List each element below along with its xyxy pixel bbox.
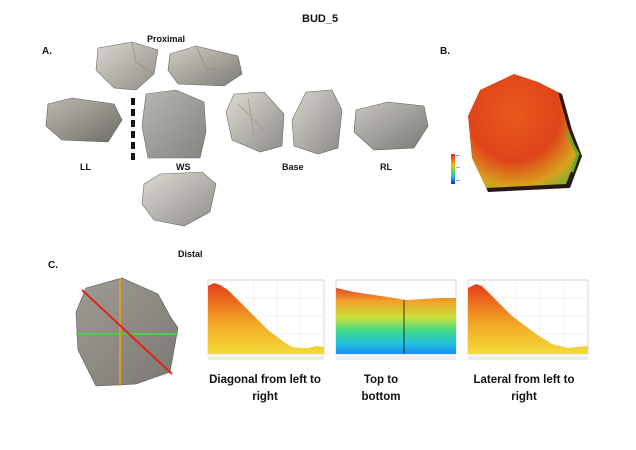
artifact-ws-view (141, 89, 207, 159)
artifact-proximal-view-1 (95, 41, 159, 91)
profile-caption-lateral: Lateral from left to right (473, 374, 575, 403)
scale-bar (131, 98, 135, 160)
artifact-distal-view (141, 171, 217, 227)
view-label-distal: Distal (178, 249, 203, 259)
color-scale-legend (451, 154, 460, 184)
figure-title: BUD_5 (302, 13, 339, 25)
artifact-rl-view (353, 101, 429, 151)
profile-lines-artifact (75, 277, 179, 387)
panel-label-b: B. (440, 46, 450, 57)
surface-height-map (468, 74, 582, 192)
view-label-base: Base (282, 162, 304, 172)
view-label-rl: RL (380, 162, 392, 172)
artifact-ll-view (45, 97, 123, 143)
view-label-ll: LL (80, 162, 91, 172)
view-label-ws: WS (176, 162, 191, 172)
profile-chart-top-bottom (335, 279, 457, 360)
panel-label-c: C. (48, 260, 58, 271)
profile-caption-top-bottom: Top to bottom (361, 374, 401, 403)
panel-label-a: A. (42, 46, 52, 57)
artifact-base-view-1 (225, 91, 285, 153)
diagonal-profile-line (81, 289, 173, 375)
profile-chart-diagonal (207, 279, 325, 360)
artifact-proximal-view-2 (167, 45, 243, 87)
profile-chart-lateral (467, 279, 589, 360)
artifact-base-view-2 (291, 89, 343, 155)
view-label-proximal: Proximal (147, 34, 186, 44)
profile-caption-diagonal: Diagonal from left to right (209, 374, 321, 403)
